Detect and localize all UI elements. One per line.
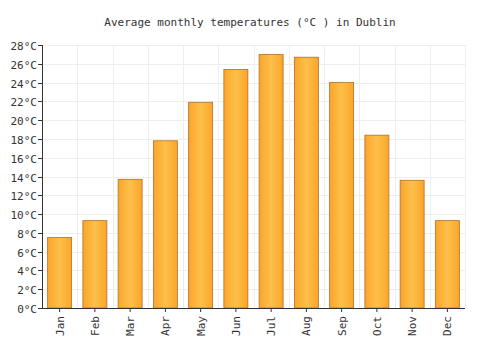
x-tick	[447, 308, 448, 312]
grid-line-vertical	[148, 45, 149, 308]
x-tick	[271, 308, 272, 312]
grid-line	[42, 45, 465, 46]
bar	[48, 238, 72, 308]
grid-line	[42, 139, 465, 140]
bar	[83, 221, 107, 308]
x-tick	[376, 308, 377, 312]
grid-line-vertical	[113, 45, 114, 308]
grid-line	[42, 158, 465, 159]
x-tick	[306, 308, 307, 312]
x-tick	[94, 308, 95, 312]
y-tick-label: 22°C	[11, 96, 38, 109]
grid-line-vertical	[77, 45, 78, 308]
bar	[189, 102, 213, 308]
grid-line-vertical	[395, 45, 396, 308]
y-tick	[38, 83, 42, 84]
x-tick	[412, 308, 413, 312]
x-tick-label: Oct	[371, 316, 384, 336]
x-tick-label: Mar	[124, 316, 137, 336]
y-tick-label: 2°C	[17, 284, 37, 297]
y-tick	[38, 158, 42, 159]
grid-line-vertical	[430, 45, 431, 308]
y-tick-label: 12°C	[11, 190, 38, 203]
bars	[48, 54, 460, 308]
grid-line	[42, 101, 465, 102]
bar	[118, 179, 142, 308]
chart-container: Average monthly temperatures (°C ) in Du…	[0, 0, 500, 350]
y-tick-label: 16°C	[11, 153, 38, 166]
x-tick-label: Jan	[54, 316, 67, 336]
grid-line-vertical	[183, 45, 184, 308]
y-tick-label: 26°C	[11, 59, 38, 72]
y-tick-label: 28°C	[11, 40, 38, 53]
y-tick	[38, 64, 42, 65]
x-tick-label: Jun	[230, 316, 243, 336]
x-tick	[165, 308, 166, 312]
y-tick	[38, 120, 42, 121]
x-tick	[130, 308, 131, 312]
bar	[435, 221, 459, 308]
y-tick-label: 10°C	[11, 209, 38, 222]
grid-line	[42, 83, 465, 84]
bar	[153, 141, 177, 308]
bar	[365, 135, 389, 308]
title: Average monthly temperatures (°C ) in Du…	[104, 16, 395, 29]
grid-line-vertical	[465, 45, 466, 308]
grid-line	[42, 177, 465, 178]
x-axis	[42, 308, 465, 309]
x-tick-label: Nov	[406, 316, 419, 336]
y-tick	[38, 233, 42, 234]
y-tick-label: 20°C	[11, 115, 38, 128]
y-tick	[38, 101, 42, 102]
x-tick-label: Sep	[336, 316, 349, 336]
x-tick	[59, 308, 60, 312]
bar	[224, 69, 248, 308]
x-tick	[341, 308, 342, 312]
grid-line	[42, 120, 465, 121]
y-tick	[38, 45, 42, 46]
y-tick-label: 6°C	[17, 247, 37, 260]
y-tick-label: 24°C	[11, 78, 38, 91]
bar	[400, 180, 424, 308]
x-tick-label: Aug	[300, 316, 313, 336]
chart-svg: Average monthly temperatures (°C ) in Du…	[0, 0, 500, 350]
y-tick-label: 0°C	[17, 303, 37, 316]
y-tick-label: 8°C	[17, 228, 37, 241]
x-tick-label: Dec	[441, 316, 454, 336]
grid-line-vertical	[254, 45, 255, 308]
bar	[330, 83, 354, 308]
grid-line	[42, 64, 465, 65]
y-tick-label: 14°C	[11, 172, 38, 185]
y-tick	[38, 177, 42, 178]
x-tick-label: May	[195, 316, 208, 336]
x-tick-label: Jul	[265, 316, 278, 336]
grid-line-vertical	[359, 45, 360, 308]
grid-line	[42, 308, 465, 309]
bar	[294, 57, 318, 308]
x-tick-label: Apr	[159, 316, 172, 336]
grid-line-vertical	[324, 45, 325, 308]
grid-line-vertical	[218, 45, 219, 308]
y-tick	[38, 139, 42, 140]
y-tick	[38, 214, 42, 215]
y-tick-label: 4°C	[17, 265, 37, 278]
grid-line-vertical	[289, 45, 290, 308]
x-tick	[235, 308, 236, 312]
y-tick	[38, 252, 42, 253]
y-tick	[38, 270, 42, 271]
x-tick	[200, 308, 201, 312]
bar	[259, 54, 283, 308]
y-tick-label: 18°C	[11, 134, 38, 147]
x-tick-label: Feb	[89, 316, 102, 336]
y-tick	[38, 289, 42, 290]
y-axis	[42, 45, 43, 308]
y-tick	[38, 195, 42, 196]
y-tick	[38, 308, 42, 309]
